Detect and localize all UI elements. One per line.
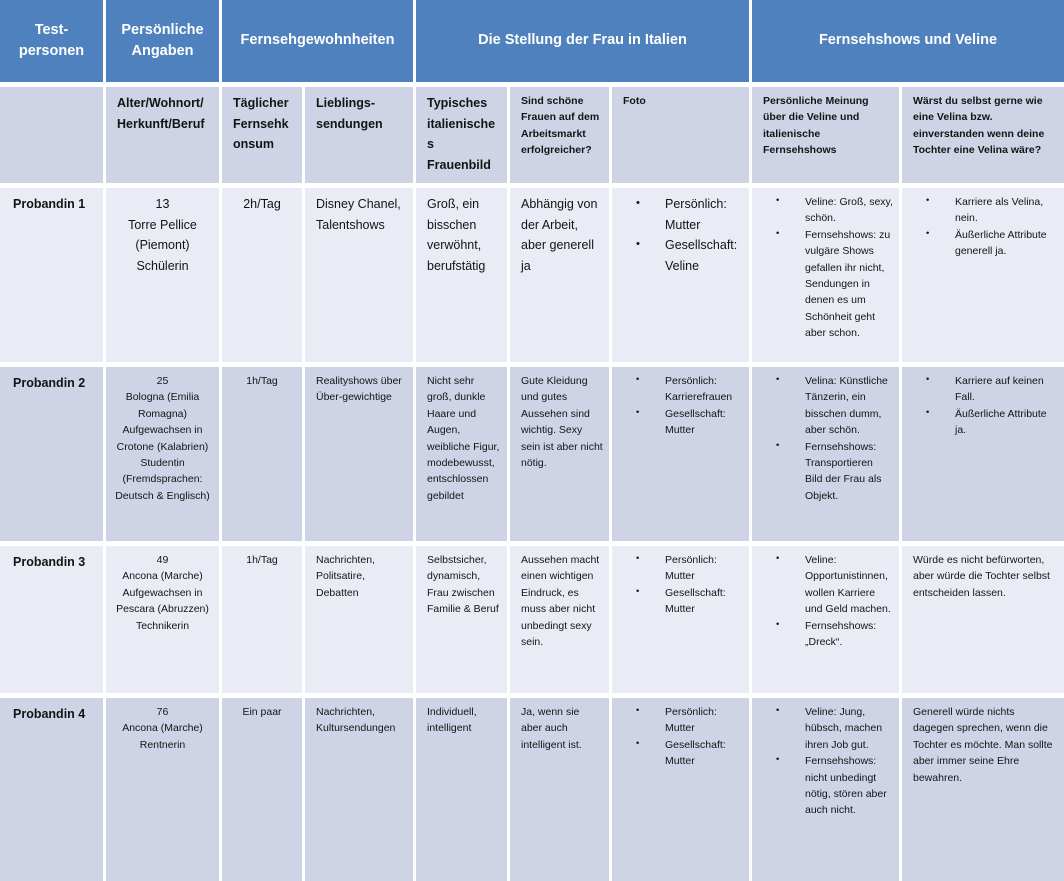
bullet-item: Veline: Opportunistinnen, wollen Karrier…	[763, 552, 893, 618]
cell-tv-daily-r2: 1h/Tag	[222, 367, 302, 541]
header-stellung-der-frau: Die Stellung der Frau in Italien	[416, 0, 749, 82]
bullet-item: Fernsehshows: „Dreck“.	[763, 618, 893, 651]
subheader-meinung-veline: Persönliche Meinung über die Veline und …	[752, 87, 899, 183]
cell-foto-r1: Persönlich: Mutter Gesellschaft: Veline	[612, 188, 749, 362]
subheader-fernsehkonsum: Täglicher Fernsehkonsum	[222, 87, 302, 183]
cell-meinung-r3: Veline: Opportunistinnen, wollen Karrier…	[752, 546, 899, 693]
row-label-probandin-3: Probandin 3	[0, 546, 103, 693]
cell-meinung-r2: Velina: Künstliche Tänzerin, ein bissche…	[752, 367, 899, 541]
cell-meinung-r1: Veline: Groß, sexy, schön. Fernsehshows:…	[752, 188, 899, 362]
cell-velina-r2: Karriere auf keinen Fall. Äußerliche Att…	[902, 367, 1064, 541]
cell-foto-r3: Persönlich: Mutter Gesellschaft: Mutter	[612, 546, 749, 693]
subheader-frauenbild: Typisches italienisches Frauenbild	[416, 87, 507, 183]
header-fernsehshows-veline: Fernsehshows und Veline	[752, 0, 1064, 82]
cell-foto-r4: Persönlich: Mutter Gesellschaft: Mutter	[612, 698, 749, 881]
cell-personal-r3: 49 Ancona (Marche) Aufgewachsen in Pesca…	[106, 546, 219, 693]
bullet-item: Persönlich: Mutter	[623, 552, 743, 585]
header-persoenliche-angaben: Persönliche Angaben	[106, 0, 219, 82]
bullet-item: Velina: Künstliche Tänzerin, ein bissche…	[763, 373, 893, 439]
cell-tv-daily-r3: 1h/Tag	[222, 546, 302, 693]
cell-meinung-r4: Veline: Jung, hübsch, machen ihren Job g…	[752, 698, 899, 881]
bullet-item: Fernsehshows: nicht unbedingt nötig, stö…	[763, 753, 893, 819]
bullet-item: Persönlich: Karrierefrauen	[623, 373, 743, 406]
row-label-probandin-4: Probandin 4	[0, 698, 103, 881]
row-label-probandin-1: Probandin 1	[0, 188, 103, 362]
subheader-lieblingssendungen: Lieblings-sendungen	[305, 87, 413, 183]
bullet-item: Gesellschaft: Mutter	[623, 585, 743, 618]
cell-foto-r2: Persönlich: Karrierefrauen Gesellschaft:…	[612, 367, 749, 541]
cell-personal-r1: 13 Torre Pellice (Piemont) Schülerin	[106, 188, 219, 362]
subheader-selbst-velina: Wärst du selbst gerne wie eine Velina bz…	[902, 87, 1064, 183]
cell-frauenbild-r3: Selbstsicher, dynamisch, Frau zwischen F…	[416, 546, 507, 693]
cell-frauenbild-r1: Groß, ein bisschen verwöhnt, berufstätig	[416, 188, 507, 362]
bullet-item: Fernsehshows: zu vulgäre Shows gefallen …	[763, 227, 893, 342]
cell-favorites-r4: Nachrichten, Kultursendungen	[305, 698, 413, 881]
cell-favorites-r1: Disney Chanel, Talentshows	[305, 188, 413, 362]
cell-arbeitsmarkt-r3: Aussehen macht einen wichtigen Eindruck,…	[510, 546, 609, 693]
bullet-item: Gesellschaft: Mutter	[623, 406, 743, 439]
bullet-item: Gesellschaft: Mutter	[623, 737, 743, 770]
bullet-item: Äußerliche Attribute generell ja.	[913, 227, 1058, 260]
bullet-item: Persönlich: Mutter	[623, 704, 743, 737]
bullet-item: Veline: Groß, sexy, schön.	[763, 194, 893, 227]
bullet-item: Veline: Jung, hübsch, machen ihren Job g…	[763, 704, 893, 753]
cell-frauenbild-r4: Individuell, intelligent	[416, 698, 507, 881]
cell-velina-r4: Generell würde nichts dagegen sprechen, …	[902, 698, 1064, 881]
cell-velina-r3: Würde es nicht befürworten, aber würde d…	[902, 546, 1064, 693]
header-testpersonen: Test-personen	[0, 0, 103, 82]
bullet-item: Persönlich: Mutter	[623, 194, 743, 235]
bullet-item: Fernsehshows: Transportieren Bild der Fr…	[763, 439, 893, 505]
bullet-item: Äußerliche Attribute ja.	[913, 406, 1058, 439]
cell-favorites-r3: Nachrichten, Politsatire, Debatten	[305, 546, 413, 693]
cell-arbeitsmarkt-r4: Ja, wenn sie aber auch intelligent ist.	[510, 698, 609, 881]
cell-velina-r1: Karriere als Velina, nein. Äußerliche At…	[902, 188, 1064, 362]
cell-personal-r2: 25 Bologna (Emilia Romagna) Aufgewachsen…	[106, 367, 219, 541]
cell-tv-daily-r1: 2h/Tag	[222, 188, 302, 362]
bullet-item: Karriere auf keinen Fall.	[913, 373, 1058, 406]
subheader-empty	[0, 87, 103, 183]
bullet-item: Karriere als Velina, nein.	[913, 194, 1058, 227]
cell-personal-r4: 76 Ancona (Marche) Rentnerin	[106, 698, 219, 881]
subheader-alter-wohnort: Alter/Wohnort/ Herkunft/Beruf	[106, 87, 219, 183]
cell-favorites-r2: Realityshows über Über-gewichtige	[305, 367, 413, 541]
row-label-probandin-2: Probandin 2	[0, 367, 103, 541]
cell-tv-daily-r4: Ein paar	[222, 698, 302, 881]
subheader-foto: Foto	[612, 87, 749, 183]
bullet-item: Gesellschaft: Veline	[623, 235, 743, 276]
header-fernsehgewohnheiten: Fernsehgewohnheiten	[222, 0, 413, 82]
cell-arbeitsmarkt-r1: Abhängig von der Arbeit, aber generell j…	[510, 188, 609, 362]
cell-arbeitsmarkt-r2: Gute Kleidung und gutes Aussehen sind wi…	[510, 367, 609, 541]
subheader-arbeitsmarkt: Sind schöne Frauen auf dem Arbeitsmarkt …	[510, 87, 609, 183]
cell-frauenbild-r2: Nicht sehr groß, dunkle Haare und Augen,…	[416, 367, 507, 541]
